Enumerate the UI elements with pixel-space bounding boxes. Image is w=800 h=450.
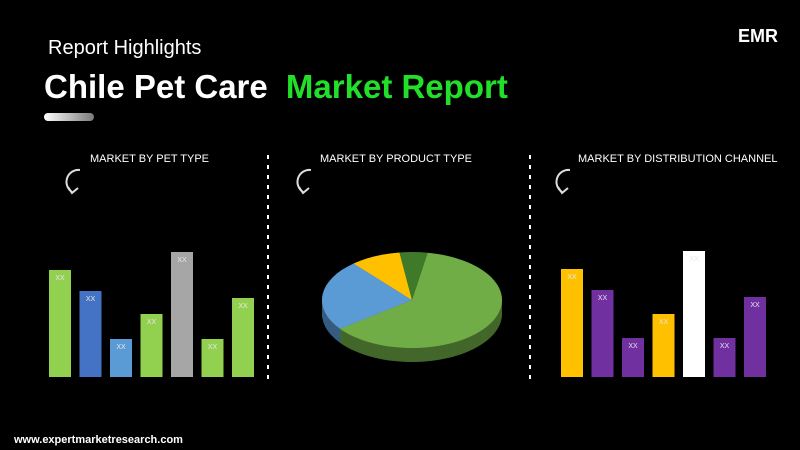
bar-label: XX: [147, 319, 157, 326]
footer-url: www.expertmarketresearch.com: [13, 434, 183, 446]
arrow-icons: [65, 168, 571, 195]
bar: [713, 338, 736, 377]
arrow-head: [298, 186, 310, 195]
chart-title: MARKET BY PET TYPE: [90, 153, 209, 165]
arrow-head: [557, 186, 569, 195]
bar-label: XX: [238, 303, 248, 310]
pie-slice: [353, 252, 412, 300]
bar: [49, 270, 71, 377]
bar-label: XX: [567, 274, 577, 281]
bar: [232, 298, 254, 377]
bar: [622, 338, 644, 377]
bar: [683, 251, 705, 377]
bar-label: XX: [177, 257, 187, 264]
chart-title: MARKET BY PRODUCT TYPE: [320, 153, 472, 165]
accent-pill: [44, 113, 94, 121]
pie-slice: [339, 252, 502, 349]
bar-label: XX: [55, 275, 65, 282]
title-part: Chile Pet Care: [44, 68, 268, 105]
pie-slice: [399, 252, 428, 300]
bar: [561, 269, 583, 377]
bar: [744, 297, 766, 377]
bar: [110, 339, 132, 377]
bar-label: XX: [750, 302, 760, 309]
bar: [140, 314, 163, 377]
bar-label: XX: [116, 344, 126, 351]
bar-label: XX: [659, 319, 669, 326]
bar-label: XX: [628, 343, 638, 350]
chart-title: MARKET BY DISTRIBUTION CHANNEL: [578, 153, 777, 165]
bar: [201, 339, 224, 377]
bar-label: XX: [86, 296, 96, 303]
bar: [591, 290, 614, 377]
bar: [171, 252, 193, 377]
pie-slice: [322, 263, 412, 329]
bar-label: XX: [598, 295, 608, 302]
bar-label: XX: [720, 343, 730, 350]
bar-label: XX: [208, 344, 218, 351]
arrow-head: [67, 186, 79, 195]
bar-label: XX: [689, 256, 699, 263]
title: Chile Pet Care Market Report: [44, 68, 508, 105]
logo: EMR: [738, 26, 778, 46]
bar: [79, 291, 102, 377]
title-highlight: Market Report: [286, 68, 508, 105]
bar: [652, 314, 675, 377]
subtitle: Report Highlights: [48, 37, 201, 59]
